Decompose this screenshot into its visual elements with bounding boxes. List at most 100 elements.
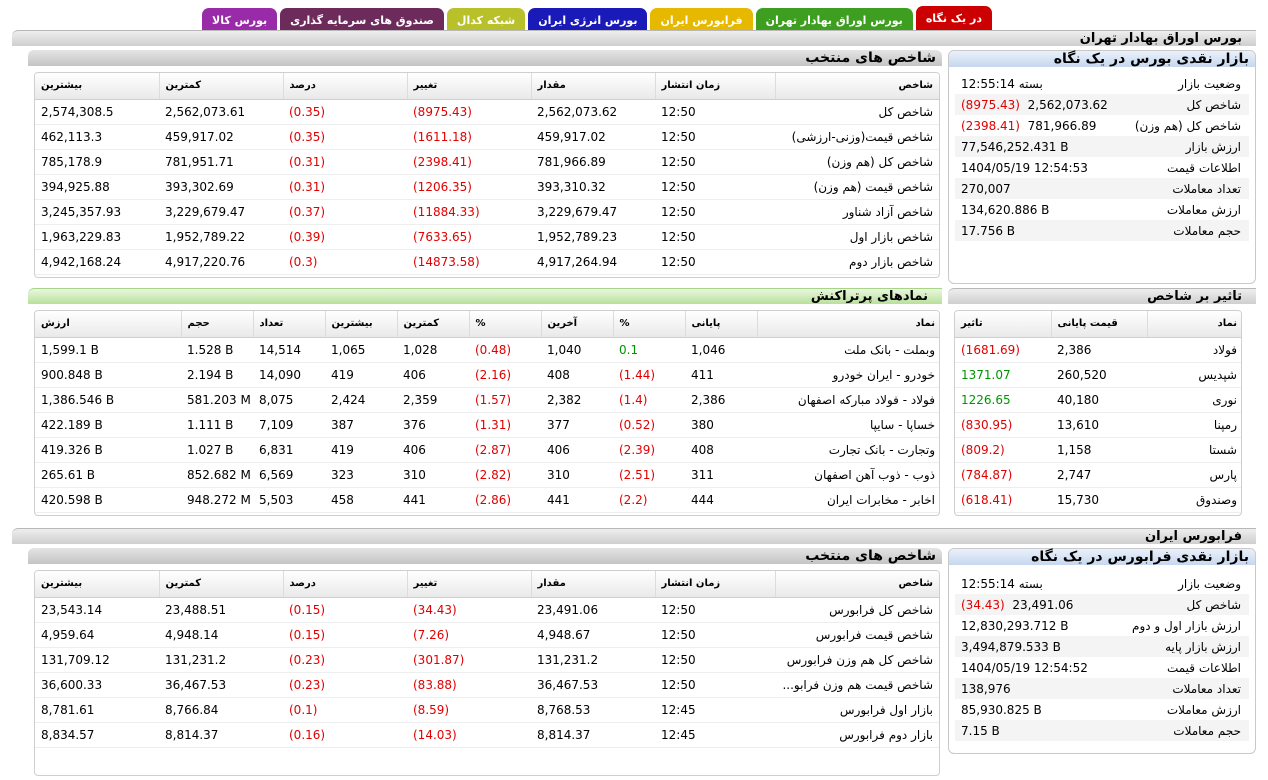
table-row[interactable]: شاخص کل (هم وزن) 12:50 781,966.89 (2398.41)… — [35, 149, 939, 175]
symbol-cell[interactable]: فولاد — [1147, 337, 1241, 363]
column-header[interactable]: کمترین — [158, 571, 283, 598]
tab-4[interactable]: شبکه کدال — [446, 8, 526, 32]
table-row[interactable]: بازار دوم فرابورس 12:45 8,814.37 (14.03) (0.… — [35, 722, 939, 748]
column-header[interactable]: تاثیر — [955, 311, 1051, 338]
table-row[interactable]: فولاد 2,386 (1681.69) — [955, 337, 1241, 363]
table-row[interactable]: خودرو - ایران خودرو 411 (1.44) 408 (2.16) 406… — [35, 362, 939, 388]
column-header[interactable]: تغییر — [406, 571, 531, 598]
column-header[interactable]: درصد — [282, 73, 407, 100]
symbol-cell[interactable]: شاخص آزاد شناور — [775, 199, 939, 225]
column-header[interactable]: حجم — [180, 311, 253, 338]
symbol-cell[interactable]: خودرو - ایران خودرو — [757, 362, 939, 388]
column-header[interactable]: مقدار — [530, 73, 655, 100]
symbol-cell[interactable]: رمپنا — [1147, 412, 1241, 438]
symbol-cell[interactable]: شاخص قیمت(وزنی-ارزشی) — [775, 124, 939, 150]
value-cell: (2.51) — [613, 462, 685, 488]
column-header[interactable]: ارزش — [35, 311, 181, 338]
value-cell: (0.52) — [613, 412, 685, 438]
symbol-cell[interactable]: بازار اول فرابورس — [775, 697, 939, 723]
column-header[interactable]: کمترین — [396, 311, 469, 338]
table-row[interactable]: شاخص بازار دوم 12:50 4,917,264.94 (14873.58… — [35, 249, 939, 275]
symbol-cell[interactable]: شاخص بازار اول — [775, 224, 939, 250]
column-header[interactable]: بیشترین — [324, 311, 397, 338]
symbol-cell[interactable]: ذوب - ذوب آهن اصفهان — [757, 462, 939, 488]
column-header[interactable]: پایانی — [684, 311, 757, 338]
tab-5[interactable]: صندوق های سرمایه گذاری — [280, 8, 444, 32]
column-header[interactable]: % — [612, 311, 685, 338]
symbol-cell[interactable]: بازار دوم فرابورس — [775, 722, 939, 748]
table-row[interactable]: پارس 2,747 (784.87) — [955, 462, 1241, 488]
symbol-cell[interactable]: نوری — [1147, 387, 1241, 413]
symbol-cell[interactable]: شاخص کل هم وزن فرابورس — [775, 647, 939, 673]
symbol-cell[interactable]: شاخص قیمت (هم وزن) — [775, 174, 939, 200]
column-header[interactable]: قیمت پایانی — [1050, 311, 1147, 338]
symbol-cell[interactable]: شاخص قیمت هم وزن فرابو... — [775, 672, 939, 698]
table-row[interactable]: وتجارت - بانک تجارت 408 (2.39) 406 (2.87) 406… — [35, 437, 939, 463]
table-row[interactable]: وصندوق 15,730 (618.41) — [955, 487, 1241, 513]
column-header[interactable]: زمان انتشار — [654, 571, 775, 598]
value-cell: 2,386 — [1051, 337, 1147, 363]
column-header[interactable]: % — [468, 311, 541, 338]
value-cell: 393,302.69 — [159, 174, 283, 200]
symbol-cell[interactable]: شاخص کل — [775, 99, 939, 125]
table-row[interactable]: شاخص قیمت(وزنی-ارزشی) 12:50 459,917.02 (161… — [35, 124, 939, 150]
symbol-cell[interactable]: فولاد - فولاد مبارکه اصفهان — [757, 387, 939, 413]
column-header[interactable]: نماد — [1146, 311, 1241, 338]
table-row[interactable]: ذوب - ذوب آهن اصفهان 311 (2.51) 310 (2.82) 31… — [35, 462, 939, 488]
tab-6[interactable]: بورس کالا — [202, 8, 278, 32]
value-cell: 781,966.89 — [531, 149, 655, 175]
table-row[interactable]: شاخص قیمت هم وزن فرابو... 12:50 36,467.53(… — [35, 672, 939, 698]
table-row[interactable]: نوری 40,180 1226.65 — [955, 387, 1241, 413]
table-row[interactable]: شاخص بازار اول 12:50 1,952,789.23 (7633.65)… — [35, 224, 939, 250]
column-header[interactable]: مقدار — [530, 571, 655, 598]
table-row[interactable]: شاخص کل هم وزن فرابورس 12:50 131,231.2 (301… — [35, 647, 939, 673]
value-cell: 8,781.61 — [35, 697, 159, 723]
table-row[interactable]: شاخص کل فرابورس 12:50 23,491.06 (34.43) (0.1… — [35, 597, 939, 623]
table-row[interactable]: شاخص قیمت (هم وزن) 12:50 393,310.32 (1206.3… — [35, 174, 939, 200]
tab-0[interactable]: در یک نگاه — [915, 6, 992, 32]
value-cell: 1,065 — [325, 337, 397, 363]
symbol-cell[interactable]: شپدیس — [1147, 362, 1241, 388]
column-header[interactable]: بیشترین — [35, 571, 159, 598]
value-cell: 8,814.37 — [159, 722, 283, 748]
table-row[interactable]: شاخص آزاد شناور 12:50 3,229,679.47 (11884.3… — [35, 199, 939, 225]
table-row[interactable]: بازار اول فرابورس 12:45 8,768.53 (8.59) (0.1… — [35, 697, 939, 723]
symbol-cell[interactable]: پارس — [1147, 462, 1241, 488]
summary-value: 134,620.886 B — [961, 202, 1050, 217]
symbol-cell[interactable]: وتجارت - بانک تجارت — [757, 437, 939, 463]
symbol-cell[interactable]: شاخص قیمت فرابورس — [775, 622, 939, 648]
tab-2[interactable]: فرابورس ایران — [650, 8, 753, 32]
value-cell: 12:50 — [655, 174, 775, 200]
column-header[interactable]: شاخص — [774, 571, 939, 598]
column-header[interactable]: بیشترین — [35, 73, 159, 100]
column-header[interactable]: شاخص — [774, 73, 939, 100]
table-row[interactable]: فولاد - فولاد مبارکه اصفهان 2,386 (1.4) 2,3… — [35, 387, 939, 413]
column-header[interactable]: تغییر — [406, 73, 531, 100]
column-header[interactable]: کمترین — [158, 73, 283, 100]
symbol-cell[interactable]: خساپا - سایپا — [757, 412, 939, 438]
table-row[interactable]: وبملت - بانک ملت 1,046 0.1 1,040 (0.48) 1,028… — [35, 337, 939, 363]
tab-1[interactable]: بورس اوراق بهادار تهران — [755, 8, 913, 32]
table-row[interactable]: رمپنا 13,610 (830.95) — [955, 412, 1241, 438]
table-row[interactable]: شستا 1,158 (809.2) — [955, 437, 1241, 463]
table-row[interactable]: شاخص کل 12:50 2,562,073.62 (8975.43) (0.35) 2… — [35, 99, 939, 125]
column-header[interactable]: تعداد — [252, 311, 325, 338]
symbol-cell[interactable]: شاخص بازار دوم — [775, 249, 939, 275]
column-header[interactable]: آخرین — [540, 311, 613, 338]
table-row[interactable]: شاخص قیمت فرابورس 12:50 4,948.67 (7.26) (0.1… — [35, 622, 939, 648]
symbol-cell[interactable]: وبملت - بانک ملت — [757, 337, 939, 363]
table-row[interactable]: شپدیس 260,520 1371.07 — [955, 362, 1241, 388]
column-header[interactable]: زمان انتشار — [654, 73, 775, 100]
symbol-cell[interactable]: اخابر - مخابرات ایران — [757, 487, 939, 513]
table-row[interactable]: اخابر - مخابرات ایران 444 (2.2) 441 (2.86) 44… — [35, 487, 939, 513]
symbol-cell[interactable]: شاخص کل فرابورس — [775, 597, 939, 623]
column-header[interactable]: درصد — [282, 571, 407, 598]
table-row[interactable]: خساپا - سایپا 380 (0.52) 377 (1.31) 376 387 7,1… — [35, 412, 939, 438]
value-cell: 785,178.9 — [35, 149, 159, 175]
symbol-cell[interactable]: شستا — [1147, 437, 1241, 463]
value-cell: (0.15) — [283, 597, 407, 623]
column-header[interactable]: نماد — [756, 311, 939, 338]
tab-3[interactable]: بورس انرژی ایران — [528, 8, 648, 32]
symbol-cell[interactable]: شاخص کل (هم وزن) — [775, 149, 939, 175]
symbol-cell[interactable]: وصندوق — [1147, 487, 1241, 513]
